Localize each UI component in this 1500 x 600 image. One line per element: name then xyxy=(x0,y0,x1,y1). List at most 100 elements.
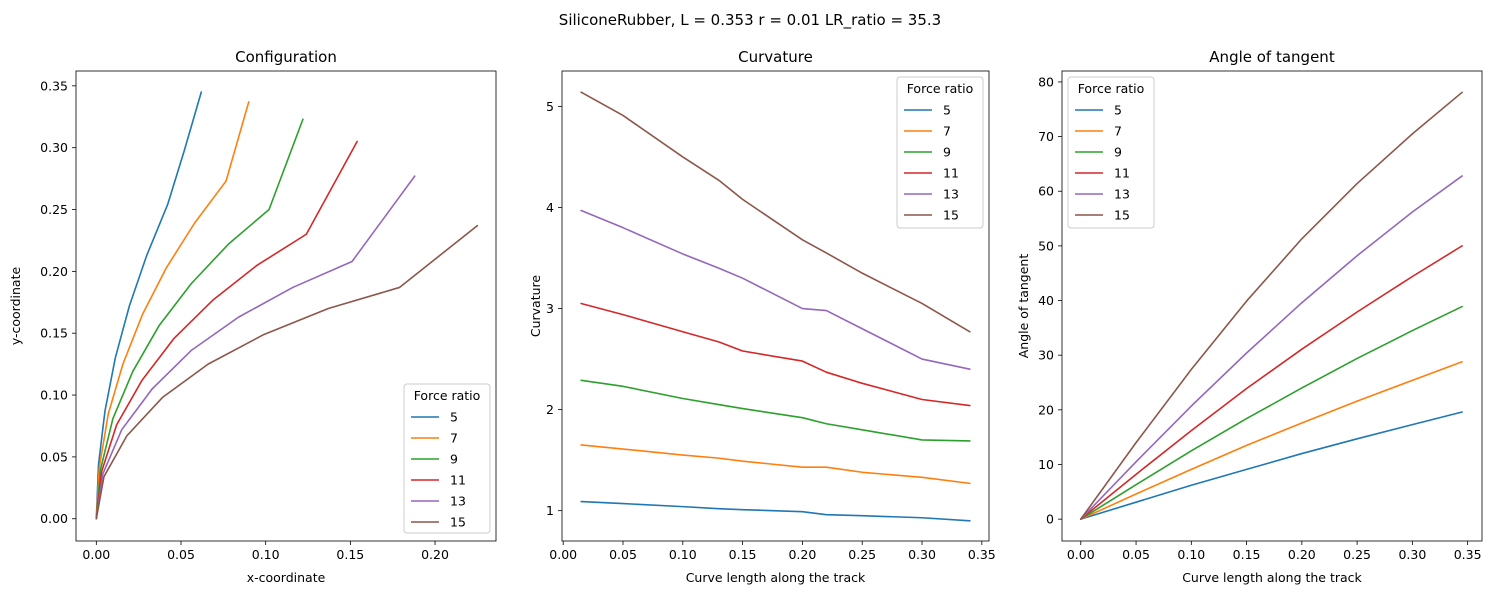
legend-entry-13: 13 xyxy=(1114,187,1130,202)
series-line-5 xyxy=(95,91,203,520)
y-tick-label: 0.05 xyxy=(40,449,68,464)
y-tick-label: 50 xyxy=(1038,238,1054,253)
series-line-15 xyxy=(580,91,971,333)
x-tick-label: 0.05 xyxy=(609,547,637,562)
y-tick-label: 80 xyxy=(1038,74,1054,89)
legend-entry-9: 9 xyxy=(1114,145,1122,160)
series-line-13 xyxy=(1079,175,1463,520)
legend: Force ratio 5 7 9 11 13 15 xyxy=(1067,76,1155,229)
x-tick-label: 0.15 xyxy=(1233,547,1261,562)
y-tick-label: 0.15 xyxy=(40,326,68,341)
legend-entry-5: 5 xyxy=(1114,103,1122,118)
series-line-7 xyxy=(95,101,250,520)
series-line-7 xyxy=(580,444,971,485)
series-line-11 xyxy=(95,140,358,520)
x-tick-label: 0.00 xyxy=(549,547,577,562)
series-line-13 xyxy=(95,175,416,520)
series-line-9 xyxy=(95,118,304,520)
y-tick-label: 40 xyxy=(1038,293,1054,308)
x-tick-label: 0.15 xyxy=(729,547,757,562)
x-tick-label: 0.30 xyxy=(1398,547,1426,562)
y-tick-label: 0 xyxy=(1046,512,1054,527)
x-axis-label: Curve length along the track xyxy=(1182,570,1362,585)
legend-entry-11: 11 xyxy=(1114,166,1130,181)
y-axis-label: y-coordinate xyxy=(8,267,23,346)
x-tick-label: 0.10 xyxy=(252,547,280,562)
series-line-15 xyxy=(1079,91,1463,520)
series-line-5 xyxy=(1079,411,1463,520)
series-line-13 xyxy=(580,209,971,370)
x-tick-label: 0.00 xyxy=(1067,547,1095,562)
x-tick-label: 0.20 xyxy=(421,547,449,562)
y-tick-label: 0.35 xyxy=(40,78,68,93)
x-tick-label: 0.35 xyxy=(968,547,996,562)
legend-box xyxy=(896,76,984,229)
y-tick-label: 1 xyxy=(546,503,554,518)
axes-container: Configuration 0.00 0.05 0.10 0.15 0.20 0.00 0.0… xyxy=(8,48,1483,585)
figure-suptitle: SiliconeRubber, L = 0.353 r = 0.01 LR_ra… xyxy=(559,11,941,30)
x-tick-label: 0.30 xyxy=(908,547,936,562)
y-tick-label: 0.30 xyxy=(40,140,68,155)
axes-frame xyxy=(75,70,497,542)
y-tick-label: 0.00 xyxy=(40,511,68,526)
x-tick-label: 0.20 xyxy=(1288,547,1316,562)
legend-entry-13: 13 xyxy=(943,187,959,202)
x-tick-label: 0.00 xyxy=(82,547,110,562)
series-line-11 xyxy=(1079,245,1463,520)
x-tick-label: 0.10 xyxy=(1177,547,1205,562)
y-tick-label: 60 xyxy=(1038,184,1054,199)
x-tick-label: 0.25 xyxy=(848,547,876,562)
legend-entry-15: 15 xyxy=(1114,208,1130,223)
legend-entry-7: 7 xyxy=(943,124,951,139)
y-tick-label: 20 xyxy=(1038,402,1054,417)
x-tick-label: 0.15 xyxy=(336,547,364,562)
legend: Force ratio 5 7 9 11 13 15 xyxy=(403,383,491,534)
x-tick-label: 0.35 xyxy=(1454,547,1482,562)
x-tick-label: 0.20 xyxy=(788,547,816,562)
legend-entry-15: 15 xyxy=(943,208,959,223)
legend-entry-11: 11 xyxy=(943,166,959,181)
x-tick-label: 0.05 xyxy=(167,547,195,562)
series-line-11 xyxy=(580,302,971,407)
legend-box xyxy=(1067,76,1155,229)
y-tick-label: 2 xyxy=(546,402,554,417)
y-axis-label: Angle of tangent xyxy=(1016,254,1031,359)
series-line-9 xyxy=(1079,305,1463,520)
legend-entry-5: 5 xyxy=(943,103,951,118)
subplot-0: Configuration 0.00 0.05 0.10 0.15 0.20 0.00 0.0… xyxy=(8,48,497,585)
y-tick-label: 4 xyxy=(546,200,554,215)
y-tick-label: 3 xyxy=(546,301,554,316)
x-tick-label: 0.05 xyxy=(1122,547,1150,562)
series-line-5 xyxy=(580,500,971,522)
legend-entry-7: 7 xyxy=(1114,124,1122,139)
x-tick-label: 0.10 xyxy=(669,547,697,562)
y-tick-label: 10 xyxy=(1038,457,1054,472)
legend-title: Force ratio xyxy=(414,388,481,403)
x-axis-label: Curve length along the track xyxy=(686,570,866,585)
y-tick-label: 0.25 xyxy=(40,202,68,217)
subplot-1: Curvature 0.00 0.05 0.10 0.15 0.20 0.25 0.30 0.3… xyxy=(528,48,996,585)
legend-entry-15: 15 xyxy=(450,515,466,530)
axes-frame xyxy=(561,70,990,542)
y-tick-label: 30 xyxy=(1038,348,1054,363)
series-line-9 xyxy=(580,379,971,442)
legend-box xyxy=(403,383,491,534)
legend-entry-11: 11 xyxy=(450,473,466,488)
series-line-15 xyxy=(95,224,479,520)
x-tick-label: 0.25 xyxy=(1343,547,1371,562)
y-tick-label: 70 xyxy=(1038,129,1054,144)
subplot-title: Curvature xyxy=(738,48,813,66)
legend-entry-9: 9 xyxy=(943,145,951,160)
legend: Force ratio 5 7 9 11 13 15 xyxy=(896,76,984,229)
x-axis-label: x-coordinate xyxy=(247,570,326,585)
legend-entry-9: 9 xyxy=(450,452,458,467)
y-tick-label: 0.20 xyxy=(40,264,68,279)
subplot-title: Configuration xyxy=(235,48,337,66)
legend-entry-7: 7 xyxy=(450,431,458,446)
legend-title: Force ratio xyxy=(1078,81,1145,96)
legend-entry-13: 13 xyxy=(450,494,466,509)
y-tick-label: 0.10 xyxy=(40,388,68,403)
subplot-title: Angle of tangent xyxy=(1209,48,1335,66)
series-line-7 xyxy=(1079,360,1463,520)
